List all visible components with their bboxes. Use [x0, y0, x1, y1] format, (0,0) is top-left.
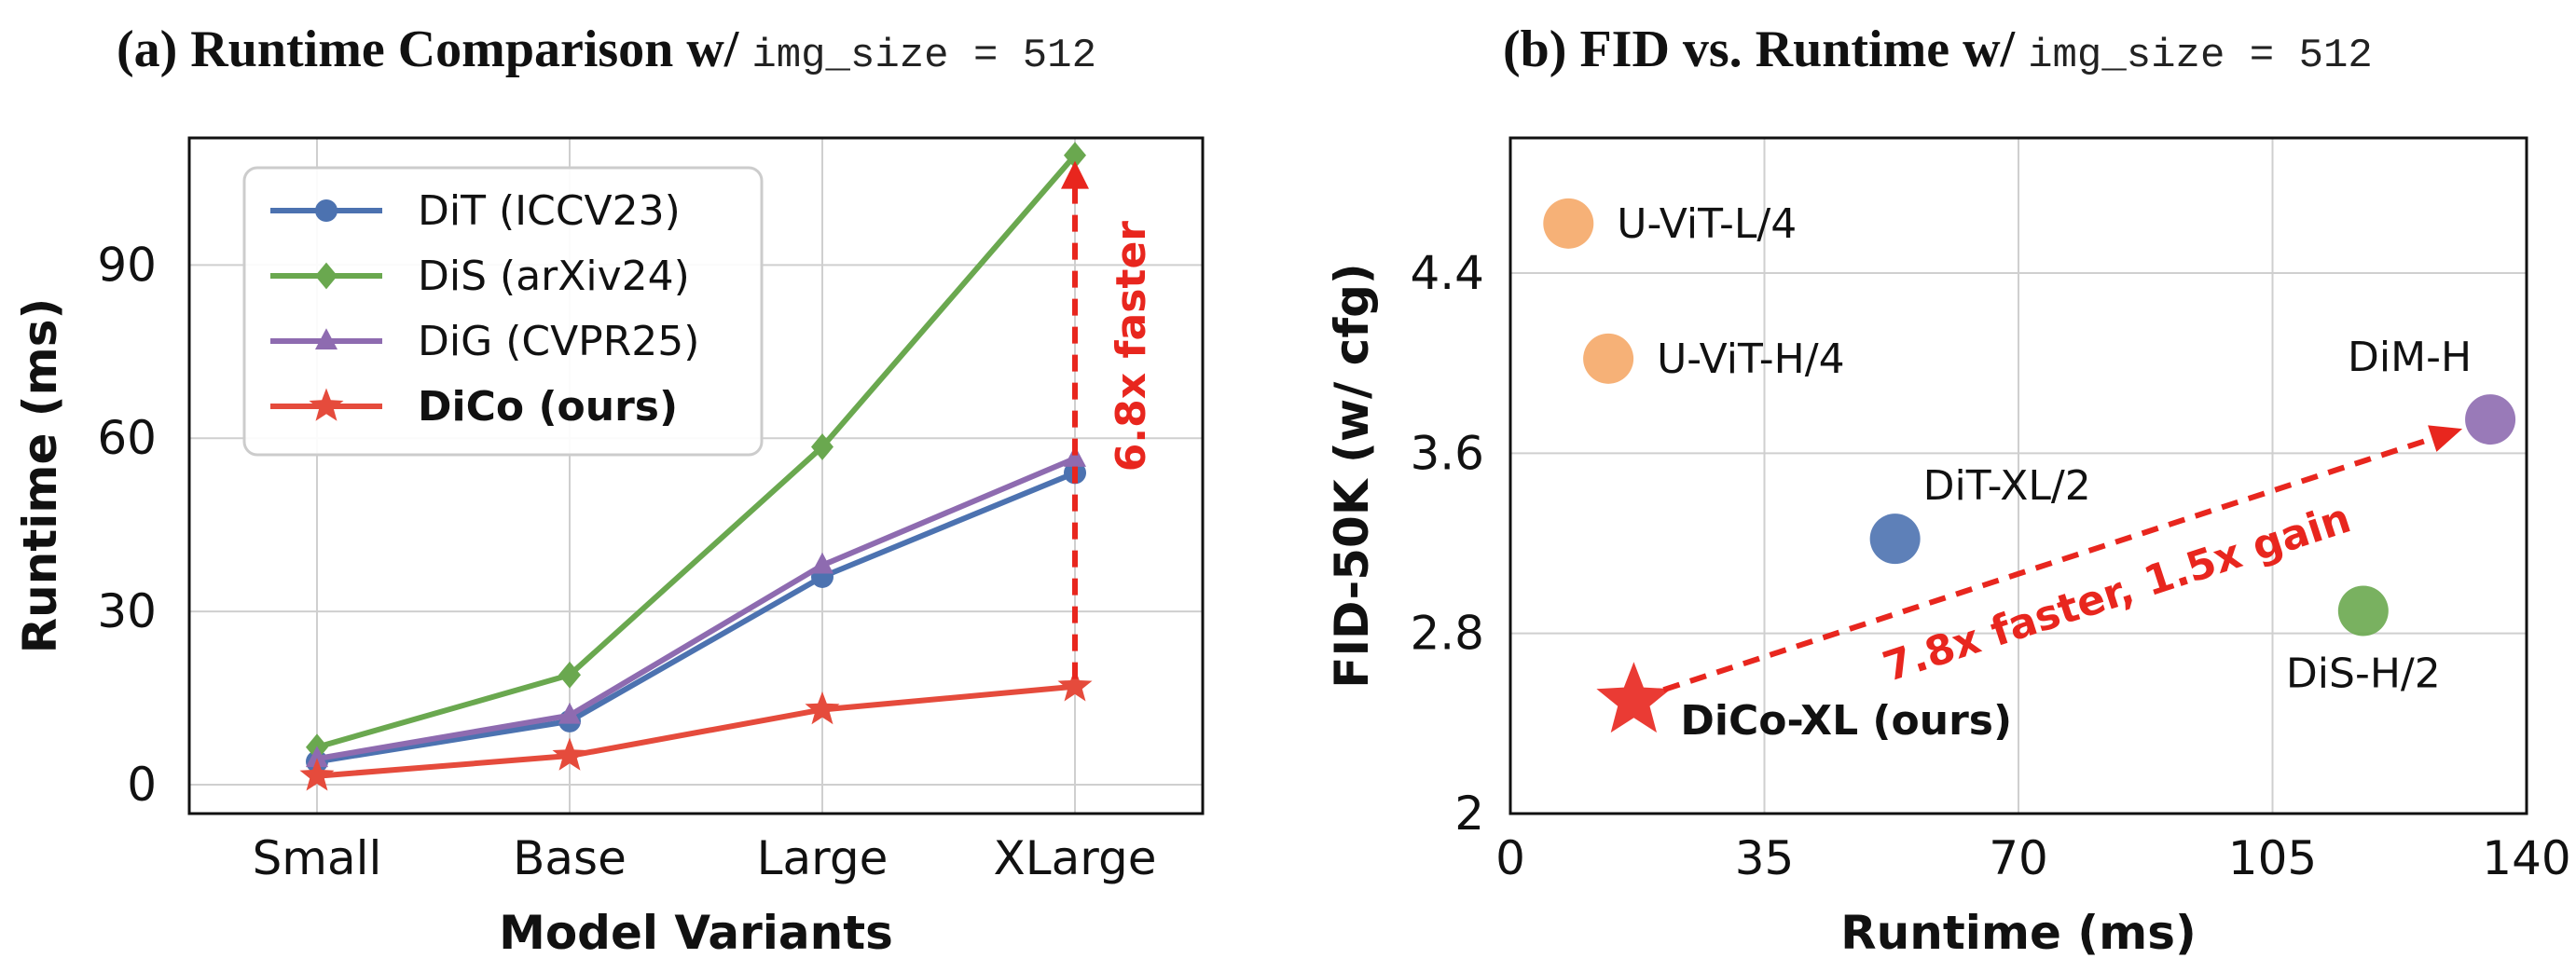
chart-a-legend-marker	[315, 328, 337, 349]
chart-b-point-group: DiCo-XL (ours)	[1596, 662, 2012, 745]
chart-b-title: (b) FID vs. Runtime w/ img_size = 512	[1503, 7, 2373, 91]
chart-b-annotation-arrowhead	[2428, 425, 2463, 452]
chart-a-data-point	[1064, 142, 1086, 169]
chart-b-x-tick-label: 140	[2482, 831, 2570, 885]
chart-b-x-axis-label: Runtime (ms)	[1840, 906, 2197, 960]
chart-b-x-tick-label: 35	[1735, 831, 1795, 885]
chart-b-title-code: img_size = 512	[2028, 33, 2373, 79]
chart-b-point-label: DiS-H/2	[2286, 650, 2441, 698]
chart-b-x-tick-label: 0	[1495, 831, 1525, 885]
chart-a-y-tick-label: 0	[127, 758, 157, 812]
chart-a-series-line	[316, 470, 1077, 765]
chart-b-data-point	[1869, 513, 1921, 565]
chart-b-data-point	[2337, 585, 2389, 637]
chart-a-x-tick-label: Base	[513, 831, 627, 885]
chart-a-series	[306, 142, 1086, 761]
chart-b-point-group: U-ViT-H/4	[1583, 333, 1845, 384]
chart-b-point-group: DiT-XL/2	[1869, 462, 2091, 565]
chart-a-series-line	[316, 683, 1076, 779]
chart-a-series	[306, 461, 1086, 773]
chart-a-legend-label: DiG (CVPR25)	[418, 318, 699, 365]
chart-b-x-tick-label: 70	[1989, 831, 2048, 885]
chart-b-data-point	[1596, 662, 1672, 733]
chart-b-data-point	[2465, 394, 2516, 445]
chart-a-x-axis-label: Model Variants	[499, 906, 893, 960]
chart-b-y-tick-label: 2.8	[1410, 607, 1484, 661]
chart-a-data-point	[1064, 445, 1086, 467]
chart-a-x-tick-label: Large	[757, 831, 889, 885]
chart-a-x-tick-label: XLarge	[994, 831, 1157, 885]
chart-b-annotation-line	[1662, 435, 2433, 693]
chart-b-data-point	[1543, 198, 1594, 249]
chart-a-legend-label: DiT (ICCV23)	[418, 187, 681, 235]
chart-b-point-group: DiS-H/2	[2286, 585, 2441, 698]
chart-b-y-tick-label: 3.6	[1410, 426, 1484, 480]
chart-b-point-label: U-ViT-H/4	[1657, 335, 1844, 383]
chart-a-data-point	[558, 702, 581, 724]
chart-b-point-label: DiT-XL/2	[1923, 462, 2091, 510]
chart-b-y-tick-label: 2	[1454, 787, 1484, 841]
chart-a-legend: DiT (ICCV23) DiS (arXiv24) DiG (CVPR25) DiC…	[242, 166, 764, 457]
chart-a-legend-label: DiS (arXiv24)	[418, 253, 690, 300]
chart-a-title-code: img_size = 512	[751, 33, 1096, 79]
chart-a-data-point	[299, 758, 335, 791]
chart-a-data-point	[811, 433, 833, 460]
chart-b: 0 35 70 105 140 2 2.8 3.6 4.4 Runtime (ms) FID-50K…	[1325, 136, 2571, 960]
chart-a-data-point	[811, 552, 833, 574]
chart-a-series-line	[316, 456, 1077, 762]
chart-a-legend-box	[242, 166, 764, 457]
chart-b-title-text: (b) FID vs. Runtime w/	[1503, 21, 2016, 78]
chart-a-data-point	[306, 746, 328, 768]
chart-a-legend-marker	[315, 262, 337, 290]
chart-a-frame	[187, 136, 1205, 815]
chart-a-y-tick-label: 30	[97, 584, 157, 638]
chart-a-data-point	[805, 691, 840, 725]
chart-a-x-tick-label: Small	[253, 831, 382, 885]
chart-a-legend-label: DiCo (ours)	[418, 383, 678, 431]
chart-a-annotation-label: 6.8x faster	[1108, 221, 1155, 472]
chart-b-point-group: DiM-H	[2348, 334, 2516, 445]
chart-b-point-label: DiCo-XL (ours)	[1680, 697, 2012, 745]
chart-a-series	[299, 668, 1093, 791]
chart-a-series-line	[316, 153, 1078, 750]
chart-a-legend-marker	[309, 388, 344, 421]
chart-b-annotation-label: 7.8x faster, 1.5x gain	[1878, 495, 2357, 691]
chart-b-y-tick-label: 4.4	[1410, 246, 1484, 300]
chart-a-data-point	[1057, 668, 1093, 702]
chart-b-y-axis-label: FID-50K (w/ cfg)	[1325, 263, 1379, 688]
chart-a-y-tick-label: 90	[97, 238, 157, 292]
chart-a-series	[306, 445, 1086, 768]
chart-a-legend-marker	[315, 199, 337, 222]
chart-a-data-point	[552, 737, 587, 771]
chart-a-title-text: (a) Runtime Comparison w/	[117, 21, 739, 78]
chart-b-frame	[1508, 136, 2528, 815]
chart-a-y-tick-label: 60	[97, 411, 157, 465]
chart-b-x-tick-label: 105	[2228, 831, 2317, 885]
chart-b-data-point	[1583, 333, 1634, 384]
chart-a-y-axis-label: Runtime (ms)	[13, 298, 67, 654]
chart-b-point-label: U-ViT-L/4	[1617, 200, 1797, 248]
chart-a-data-point	[558, 661, 581, 689]
chart-a: Small Base Large XLarge 0 30 60 90 Model Variant…	[13, 136, 1205, 960]
chart-b-point-group: U-ViT-L/4	[1543, 198, 1797, 249]
chart-b-point-label: DiM-H	[2348, 334, 2472, 381]
chart-a-title: (a) Runtime Comparison w/ img_size = 512	[117, 7, 1096, 91]
chart-a-annotation-arrowhead	[1061, 160, 1089, 189]
